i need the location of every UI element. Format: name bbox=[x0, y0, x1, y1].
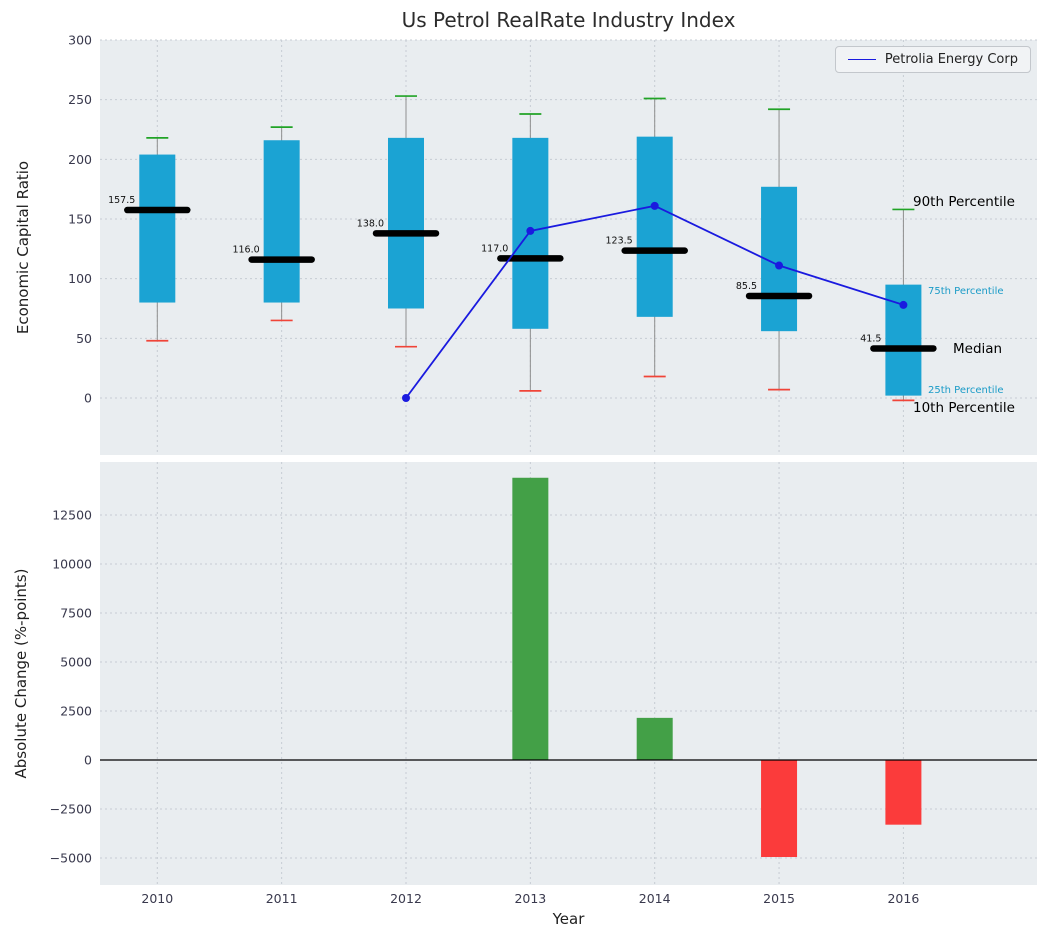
legend-label: Petrolia Energy Corp bbox=[884, 52, 1018, 67]
top-y-axis-label: Economic Capital Ratio bbox=[14, 160, 32, 335]
svg-text:2010: 2010 bbox=[141, 891, 173, 906]
svg-text:117.0: 117.0 bbox=[481, 243, 508, 254]
svg-text:2500: 2500 bbox=[60, 704, 92, 719]
svg-text:123.5: 123.5 bbox=[605, 236, 632, 247]
annotation-median: Median bbox=[953, 341, 1003, 357]
svg-text:300: 300 bbox=[68, 33, 92, 48]
svg-text:2014: 2014 bbox=[639, 891, 671, 906]
svg-text:−2500: −2500 bbox=[50, 802, 92, 817]
annotation-25th-percentile: 25th Percentile bbox=[928, 385, 1004, 396]
legend-line-swatch bbox=[847, 59, 876, 60]
svg-text:7500: 7500 bbox=[60, 606, 92, 621]
svg-text:150: 150 bbox=[68, 212, 92, 227]
svg-text:2011: 2011 bbox=[266, 891, 298, 906]
svg-text:2013: 2013 bbox=[514, 891, 546, 906]
annotation-10th-percentile: 10th Percentile bbox=[913, 400, 1015, 416]
annotation-75th-percentile: 75th Percentile bbox=[928, 286, 1004, 297]
svg-text:138.0: 138.0 bbox=[357, 218, 384, 229]
svg-text:100: 100 bbox=[68, 271, 92, 286]
svg-text:2015: 2015 bbox=[763, 891, 795, 906]
bottom-y-axis-label: Absolute Change (%-points) bbox=[12, 568, 30, 779]
svg-text:2016: 2016 bbox=[887, 891, 919, 906]
legend: Petrolia Energy Corp bbox=[834, 46, 1031, 73]
svg-text:116.0: 116.0 bbox=[232, 245, 259, 256]
svg-text:−5000: −5000 bbox=[50, 851, 92, 866]
svg-text:12500: 12500 bbox=[52, 508, 92, 523]
svg-text:50: 50 bbox=[76, 331, 92, 346]
svg-text:0: 0 bbox=[84, 391, 92, 406]
svg-text:200: 200 bbox=[68, 152, 92, 167]
annotation-90th-percentile: 90th Percentile bbox=[913, 194, 1015, 210]
svg-text:41.5: 41.5 bbox=[860, 333, 881, 344]
svg-text:2012: 2012 bbox=[390, 891, 422, 906]
svg-text:10000: 10000 bbox=[52, 557, 92, 572]
x-axis-label: Year bbox=[552, 910, 585, 928]
svg-text:85.5: 85.5 bbox=[736, 281, 757, 292]
svg-text:0: 0 bbox=[84, 753, 92, 768]
svg-text:157.5: 157.5 bbox=[108, 195, 135, 206]
chart-title: Us Petrol RealRate Industry Index bbox=[401, 8, 736, 32]
svg-text:5000: 5000 bbox=[60, 655, 92, 670]
svg-text:250: 250 bbox=[68, 92, 92, 107]
